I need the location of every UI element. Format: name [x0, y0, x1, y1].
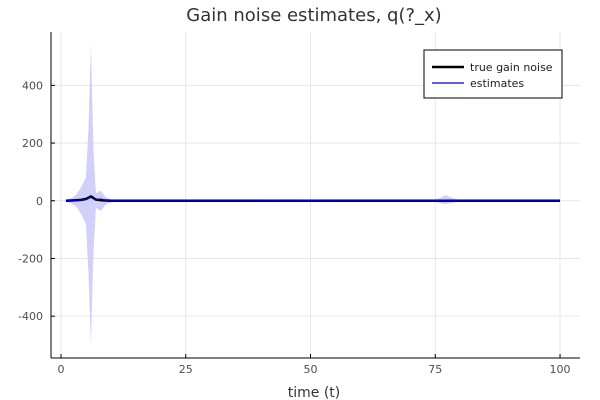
legend-label-estimates: estimates	[470, 77, 524, 90]
tick-labels: 0 25 50 75 100 400 200 0 -200 -400	[18, 79, 571, 376]
y-tick-label: 200	[22, 137, 43, 150]
grid-lines	[51, 32, 580, 358]
x-tick-label: 0	[57, 363, 64, 376]
legend-box	[423, 49, 563, 99]
y-tick-label: 0	[36, 195, 43, 208]
chart-title: Gain noise estimates, q(?_x)	[186, 5, 441, 26]
y-tick-label: -400	[18, 310, 43, 323]
axes	[50, 32, 580, 359]
y-tick-label: -200	[18, 252, 43, 265]
x-tick-label: 75	[428, 363, 442, 376]
x-tick-label: 25	[179, 363, 193, 376]
x-axis-label: time (t)	[288, 385, 341, 400]
series-line-estimates	[65, 196, 561, 202]
y-tick-label: 400	[22, 79, 43, 92]
legend: true gain noise estimates	[423, 49, 563, 99]
x-tick-label: 100	[550, 363, 571, 376]
legend-label-true-gain-noise: true gain noise	[470, 61, 553, 74]
x-tick-label: 50	[304, 363, 318, 376]
series-lines	[65, 195, 561, 203]
